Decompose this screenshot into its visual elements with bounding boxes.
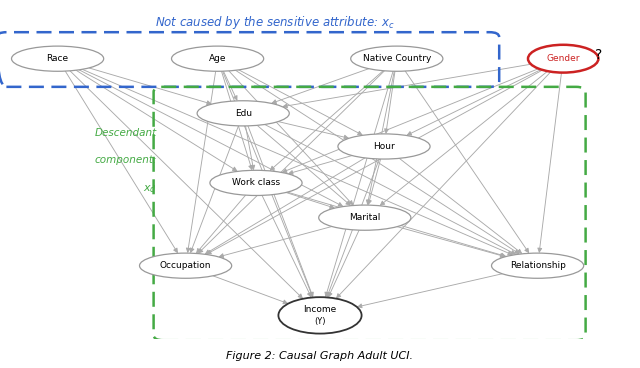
Text: Native Country: Native Country [363, 54, 431, 63]
Ellipse shape [338, 134, 430, 159]
Ellipse shape [319, 205, 411, 230]
Ellipse shape [492, 253, 584, 278]
Ellipse shape [140, 253, 232, 278]
Text: Age: Age [209, 54, 227, 63]
Text: Not caused by the sensitive attribute: $x_c$: Not caused by the sensitive attribute: $… [156, 14, 395, 31]
Ellipse shape [210, 170, 302, 195]
Text: Figure 2: Causal Graph Adult UCI.: Figure 2: Causal Graph Adult UCI. [227, 351, 413, 361]
Text: Hour: Hour [373, 142, 395, 151]
Ellipse shape [278, 297, 362, 333]
Text: Gender: Gender [547, 54, 580, 63]
Text: Edu: Edu [235, 109, 252, 118]
Text: Work class: Work class [232, 178, 280, 187]
Ellipse shape [351, 46, 443, 71]
Text: Race: Race [47, 54, 68, 63]
Text: Income: Income [303, 305, 337, 314]
Ellipse shape [12, 46, 104, 71]
Ellipse shape [197, 101, 289, 126]
Text: Occupation: Occupation [160, 261, 211, 270]
Ellipse shape [528, 45, 598, 72]
Text: ?: ? [595, 48, 602, 63]
Text: Relationship: Relationship [509, 261, 566, 270]
Text: $x_d$: $x_d$ [143, 184, 157, 195]
Ellipse shape [172, 46, 264, 71]
Text: Descendant: Descendant [95, 128, 157, 138]
Text: Marital: Marital [349, 213, 381, 222]
Text: (Y): (Y) [314, 317, 326, 326]
Text: component:: component: [94, 155, 157, 165]
